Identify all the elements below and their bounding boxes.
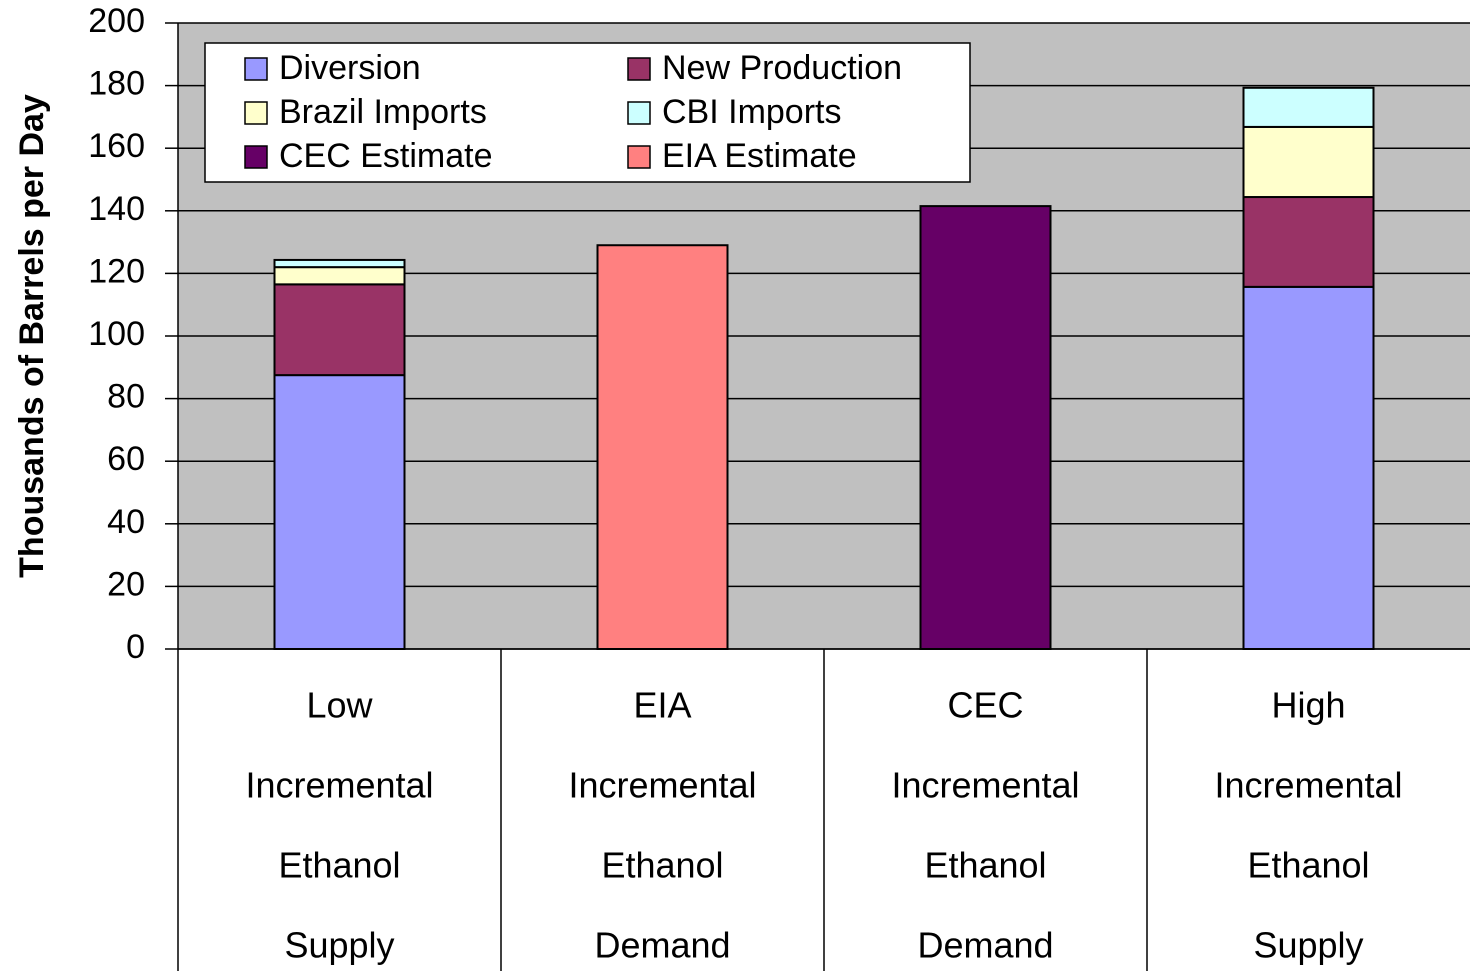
legend-swatch xyxy=(244,101,268,125)
y-tick-label: 200 xyxy=(88,2,145,40)
x-tick-label: EIA xyxy=(633,685,691,726)
bar-segment xyxy=(1242,196,1375,288)
x-tick-label: Incremental xyxy=(245,765,433,806)
bar-segment xyxy=(1242,86,1375,128)
x-tick-label: Ethanol xyxy=(1247,845,1369,886)
legend-label: EIA Estimate xyxy=(662,137,857,175)
bar-segment xyxy=(1242,125,1375,199)
legend-swatch xyxy=(627,145,651,169)
x-tick-label: Low xyxy=(306,685,373,726)
bar-segment xyxy=(1242,285,1375,650)
y-tick-label: 0 xyxy=(126,628,145,666)
bar-segment xyxy=(273,374,406,650)
legend-label: CEC Estimate xyxy=(279,137,493,175)
x-tick-label: High xyxy=(1271,685,1345,726)
x-tick-label: Incremental xyxy=(891,765,1079,806)
bar-segment xyxy=(919,205,1052,650)
x-tick-label: Ethanol xyxy=(601,845,723,886)
bar-segment xyxy=(273,258,406,269)
y-tick-label: 80 xyxy=(107,378,145,416)
y-tick-label: 40 xyxy=(107,503,145,541)
x-tick-label: Ethanol xyxy=(924,845,1046,886)
y-tick-label: 140 xyxy=(88,190,145,228)
legend-swatch xyxy=(244,57,268,81)
x-tick-label: Incremental xyxy=(1214,765,1402,806)
x-tick-label: Incremental xyxy=(568,765,756,806)
legend-label: CBI Imports xyxy=(662,93,841,131)
y-tick-label: 180 xyxy=(88,65,145,103)
legend-label: Brazil Imports xyxy=(279,93,487,131)
x-tick-label: Demand xyxy=(917,925,1053,966)
y-tick-label: 60 xyxy=(107,440,145,478)
bar-segment xyxy=(273,266,406,286)
legend-swatch xyxy=(627,57,651,81)
legend-box xyxy=(204,42,971,183)
x-tick-label: Supply xyxy=(284,925,394,966)
legend-swatch xyxy=(244,145,268,169)
y-tick-label: 100 xyxy=(88,315,145,353)
y-tick-label: 160 xyxy=(88,127,145,165)
y-tick-label: 20 xyxy=(107,565,145,603)
y-axis-title: Thousands of Barrels per Day xyxy=(13,94,51,578)
legend-label: New Production xyxy=(662,49,902,87)
x-tick-label: Supply xyxy=(1253,925,1363,966)
bar-segment xyxy=(596,244,729,650)
x-tick-label: CEC xyxy=(947,685,1023,726)
legend-swatch xyxy=(627,101,651,125)
y-tick-label: 120 xyxy=(88,252,145,290)
x-tick-label: Ethanol xyxy=(278,845,400,886)
x-tick-label: Demand xyxy=(594,925,730,966)
bar-segment xyxy=(273,283,406,377)
legend-label: Diversion xyxy=(279,49,421,87)
